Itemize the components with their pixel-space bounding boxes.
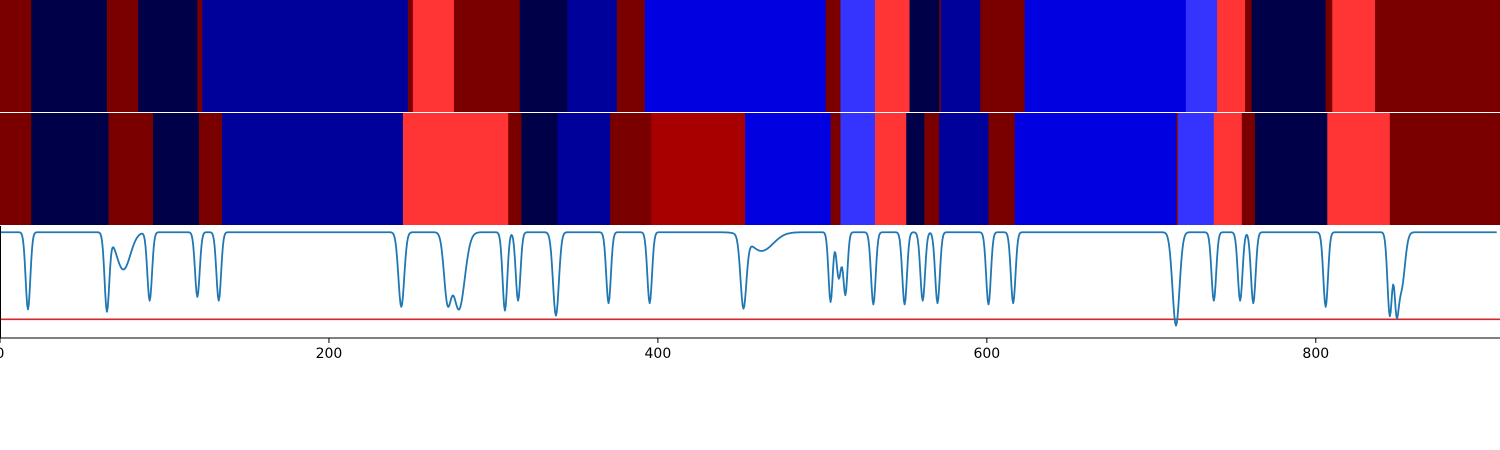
heatmap-segment <box>407 0 414 112</box>
x-tick-label: 400 <box>645 346 672 362</box>
heatmap-segment <box>1024 0 1187 112</box>
heatmap-segment <box>152 113 200 225</box>
heatmap-segment <box>1177 113 1215 225</box>
heatmap-segment <box>31 113 110 225</box>
heatmap-segment <box>840 0 876 112</box>
x-tick-label: 600 <box>973 346 1000 362</box>
heatmap-segment <box>840 113 876 225</box>
heatmap-segment <box>610 113 652 225</box>
heatmap-segment <box>1014 113 1177 225</box>
heatmap-segment <box>106 0 139 112</box>
heatmap-segment <box>519 0 569 112</box>
heatmap-segment <box>1245 0 1253 112</box>
heatmap-segment <box>197 0 203 112</box>
x-axis: 0 200 400 600 800 <box>0 226 1500 362</box>
heatmap-segment <box>1332 0 1376 112</box>
heatmap-segment <box>1327 113 1391 225</box>
heatmap-segment <box>616 0 646 112</box>
heatmap-segment <box>108 113 154 225</box>
heatmap-segment <box>1251 0 1327 112</box>
heatmap-segment <box>825 0 842 112</box>
heatmap-segment <box>651 113 746 225</box>
heatmap-segment <box>939 0 942 112</box>
heatmap-segment <box>980 0 1026 112</box>
heatmap-segment <box>875 0 911 112</box>
heatmap-segment <box>1325 0 1333 112</box>
heatmap-segment <box>1241 113 1256 225</box>
heatmap-segment <box>1389 113 1500 225</box>
heatmap-segment <box>222 113 404 225</box>
heatmap-segment <box>940 0 981 112</box>
heatmap-segment <box>0 113 32 225</box>
heatmap-segment <box>939 113 990 225</box>
heatmap-segment <box>453 0 521 112</box>
heatmap-segment <box>31 0 108 112</box>
heatmap-segment <box>1254 113 1328 225</box>
heatmap-segment <box>745 113 832 225</box>
heatmap-segment <box>1185 0 1218 112</box>
heatmap-segment <box>875 113 907 225</box>
line-panel <box>0 231 1500 327</box>
heatmap-segment <box>521 113 559 225</box>
x-tick-label: 0 <box>0 346 4 362</box>
series-line <box>0 231 1497 327</box>
heatmap-segment <box>567 0 618 112</box>
x-tick-label: 200 <box>316 346 343 362</box>
heatmap-segment <box>1217 0 1246 112</box>
heatmap-segment <box>1175 113 1179 225</box>
heatmap-segment <box>1213 113 1243 225</box>
heatmap-segment <box>830 113 842 225</box>
heatmap-segment <box>988 113 1016 225</box>
heatmap-segment <box>412 0 455 112</box>
heatmap-segment <box>0 0 32 112</box>
heatmap-segment <box>1375 0 1500 112</box>
heatmap-segment <box>557 113 611 225</box>
heatmap-segment <box>138 0 198 112</box>
heatmap-segment <box>508 113 522 225</box>
heatmap-segment <box>402 113 509 225</box>
heatmap-segment <box>924 113 940 225</box>
heatmap-segment <box>644 0 827 112</box>
heatmap-segment <box>909 0 940 112</box>
heatmap-segment <box>906 113 925 225</box>
heatmap-segment <box>202 0 409 112</box>
heatmap-rows <box>0 0 1500 226</box>
heatmap-segment <box>199 113 223 225</box>
x-tick-label: 800 <box>1302 346 1329 362</box>
